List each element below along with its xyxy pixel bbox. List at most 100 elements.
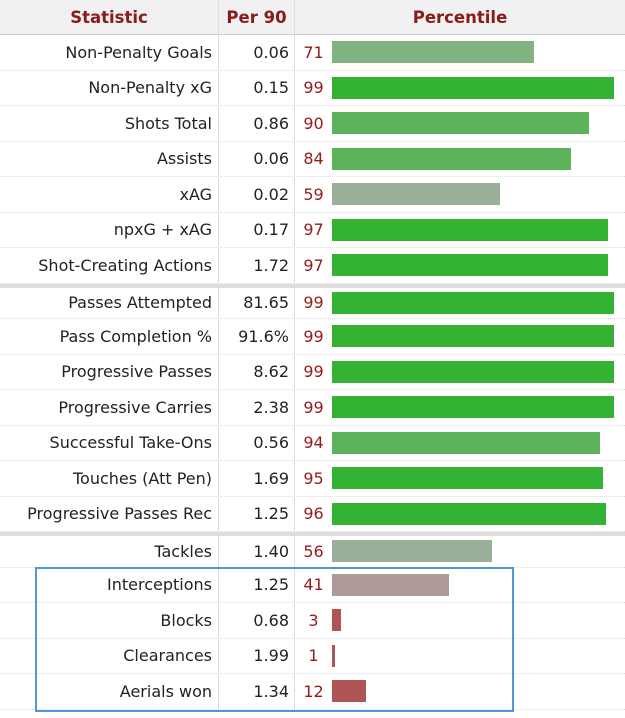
- stat-name: Progressive Passes: [0, 354, 219, 389]
- percentile-value: 99: [303, 362, 324, 382]
- percentile-cell: 99: [295, 288, 625, 319]
- per90-value: 1.72: [219, 248, 295, 283]
- percentile-bar: [332, 360, 615, 383]
- table-row: Tackles 1.40 56: [0, 532, 625, 568]
- table-row: Non-Penalty Goals 0.06 71: [0, 35, 625, 71]
- per90-value: 0.02: [219, 177, 295, 212]
- per90-value: 1.34: [219, 674, 295, 709]
- percentile-bar-track: [332, 147, 619, 170]
- percentile-bar-track: [332, 573, 619, 596]
- table-row: Successful Take-Ons 0.56 94: [0, 425, 625, 461]
- percentile-value: 59: [303, 184, 324, 204]
- percentile-bar: [332, 183, 501, 206]
- stat-name: Non-Penalty Goals: [0, 35, 219, 70]
- table-row: Pass Completion % 91.6% 99: [0, 319, 625, 355]
- percentile-bar: [332, 573, 449, 596]
- table-row: Non-Penalty xG 0.15 99: [0, 70, 625, 106]
- per90-value: 0.56: [219, 425, 295, 460]
- percentile-bar-track: [332, 540, 619, 563]
- percentile-cell: 84: [295, 142, 625, 177]
- stat-name: Progressive Carries: [0, 390, 219, 425]
- percentile-cell: 41: [295, 568, 625, 603]
- table-row: Progressive Passes 8.62 99: [0, 354, 625, 390]
- percentile-bar-track: [332, 609, 619, 632]
- per90-value: 0.86: [219, 106, 295, 141]
- stat-name: Tackles: [0, 536, 219, 567]
- percentile-cell: 1: [295, 639, 625, 674]
- percentile-cell: 59: [295, 177, 625, 212]
- per90-value: 8.62: [219, 354, 295, 389]
- percentile-cell: 97: [295, 213, 625, 248]
- stat-name: Touches (Att Pen): [0, 461, 219, 496]
- percentile-cell: 97: [295, 248, 625, 283]
- percentile-value: 1: [308, 646, 319, 666]
- table-row: Shots Total 0.86 90: [0, 106, 625, 142]
- stat-name: Successful Take-Ons: [0, 425, 219, 460]
- percentile-bar: [332, 325, 615, 348]
- percentile-cell: 56: [295, 536, 625, 567]
- percentile-bar: [332, 112, 589, 135]
- stat-name: Shots Total: [0, 106, 219, 141]
- per90-value: 1.25: [219, 567, 295, 602]
- percentile-value: 56: [303, 541, 324, 561]
- percentile-bar-track: [332, 467, 619, 490]
- percentile-bar-track: [332, 680, 619, 703]
- percentile-value: 99: [303, 326, 324, 346]
- stat-name: Progressive Passes Rec: [0, 496, 219, 531]
- percentile-cell: 99: [295, 355, 625, 390]
- per90-value: 1.69: [219, 461, 295, 496]
- percentile-bar-track: [332, 360, 619, 383]
- per90-value: 0.68: [219, 603, 295, 638]
- percentile-bar-track: [332, 396, 619, 419]
- stat-name: Aerials won: [0, 674, 219, 709]
- per90-value: 1.99: [219, 638, 295, 673]
- per90-value: 91.6%: [219, 319, 295, 354]
- percentile-cell: 99: [295, 319, 625, 354]
- header-per90[interactable]: Per 90: [219, 0, 295, 34]
- table-row: Blocks 0.68 3: [0, 603, 625, 639]
- per90-value: 0.06: [219, 141, 295, 176]
- table-row: Shot-Creating Actions 1.72 97: [0, 248, 625, 284]
- percentile-value: 90: [303, 113, 324, 133]
- percentile-bar-track: [332, 41, 619, 64]
- percentile-bar-track: [332, 431, 619, 454]
- percentile-bar: [332, 147, 572, 170]
- percentile-value: 3: [308, 610, 319, 630]
- percentile-bar-track: [332, 218, 619, 241]
- per90-value: 1.40: [219, 536, 295, 567]
- percentile-value: 95: [303, 468, 324, 488]
- percentile-bar: [332, 467, 603, 490]
- table-row: Progressive Passes Rec 1.25 96: [0, 496, 625, 532]
- header-percentile[interactable]: Percentile: [412, 7, 508, 27]
- percentile-cell: 3: [295, 603, 625, 638]
- table-row: Interceptions 1.25 41: [0, 567, 625, 603]
- table-row: Progressive Carries 2.38 99: [0, 390, 625, 426]
- table-row: Assists 0.06 84: [0, 141, 625, 177]
- percentile-bar: [332, 609, 341, 632]
- percentile-bar-track: [332, 254, 619, 277]
- percentile-bar: [332, 540, 492, 563]
- per90-value: 0.06: [219, 35, 295, 70]
- percentile-bar-track: [332, 502, 619, 525]
- stat-name: Clearances: [0, 638, 219, 673]
- stat-name: Blocks: [0, 603, 219, 638]
- percentile-value: 41: [303, 575, 324, 595]
- table-row: npxG + xAG 0.17 97: [0, 212, 625, 248]
- per90-value: 81.65: [219, 287, 295, 318]
- percentile-value: 97: [303, 255, 324, 275]
- stat-name: Non-Penalty xG: [0, 70, 219, 105]
- per90-value: 0.15: [219, 70, 295, 105]
- percentile-bar-track: [332, 325, 619, 348]
- percentile-bar-track: [332, 644, 619, 667]
- header-statistic[interactable]: Statistic: [0, 0, 219, 34]
- per90-value: 0.17: [219, 212, 295, 247]
- percentile-bar: [332, 41, 535, 64]
- percentile-value: 12: [303, 681, 324, 701]
- percentile-bar-track: [332, 291, 619, 314]
- per90-value: 2.38: [219, 390, 295, 425]
- percentile-cell: 95: [295, 461, 625, 496]
- percentile-bar: [332, 76, 615, 99]
- stat-name: Interceptions: [0, 567, 219, 602]
- percentile-value: 99: [303, 293, 324, 313]
